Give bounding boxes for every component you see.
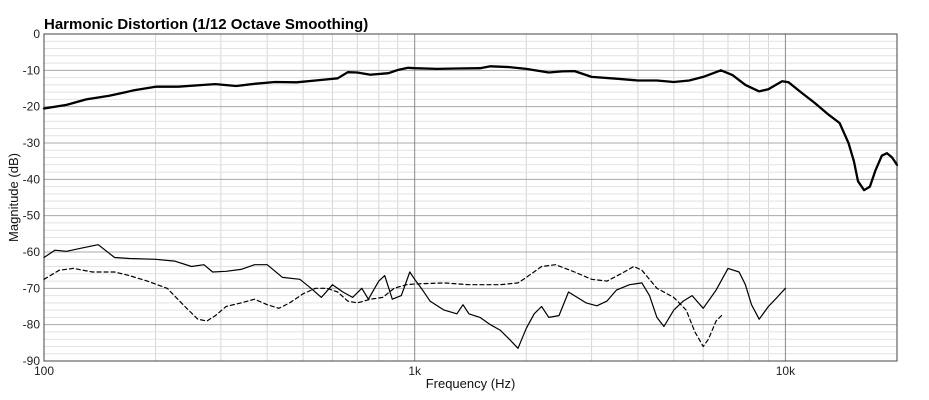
y-axis-label: Magnitude (dB)	[6, 153, 21, 242]
y-tick-label: -60	[23, 245, 41, 259]
x-axis-label: Frequency (Hz)	[426, 376, 516, 391]
y-tick-label: 0	[33, 27, 40, 41]
y-tick-label: -90	[23, 354, 41, 368]
x-tick-label: 10k	[776, 364, 796, 378]
chart-title: Harmonic Distortion (1/12 Octave Smoothi…	[44, 16, 368, 33]
x-tick-label: 1k	[408, 364, 422, 378]
y-tick-labels: 0 -10 -20 -30 -40 -50 -60 -70 -80 -90	[23, 27, 41, 368]
series-layer	[42, 65, 899, 349]
y-tick-label: -20	[23, 100, 41, 114]
y-tick-label: -50	[23, 209, 41, 223]
y-tick-label: -40	[23, 172, 41, 186]
series-line-3	[43, 264, 724, 348]
major-grid	[43, 33, 897, 362]
y-tick-label: -70	[23, 281, 41, 295]
series-line-1	[42, 65, 899, 192]
y-tick-label: -30	[23, 136, 41, 150]
x-tick-label: 100	[34, 364, 54, 378]
minor-grid	[44, 34, 898, 361]
x-tick-labels: 100 1k 10k	[34, 364, 796, 378]
series-line-2	[43, 244, 786, 349]
y-tick-label: -10	[23, 63, 41, 77]
plot-frame	[43, 33, 898, 362]
y-tick-label: -80	[23, 318, 41, 332]
